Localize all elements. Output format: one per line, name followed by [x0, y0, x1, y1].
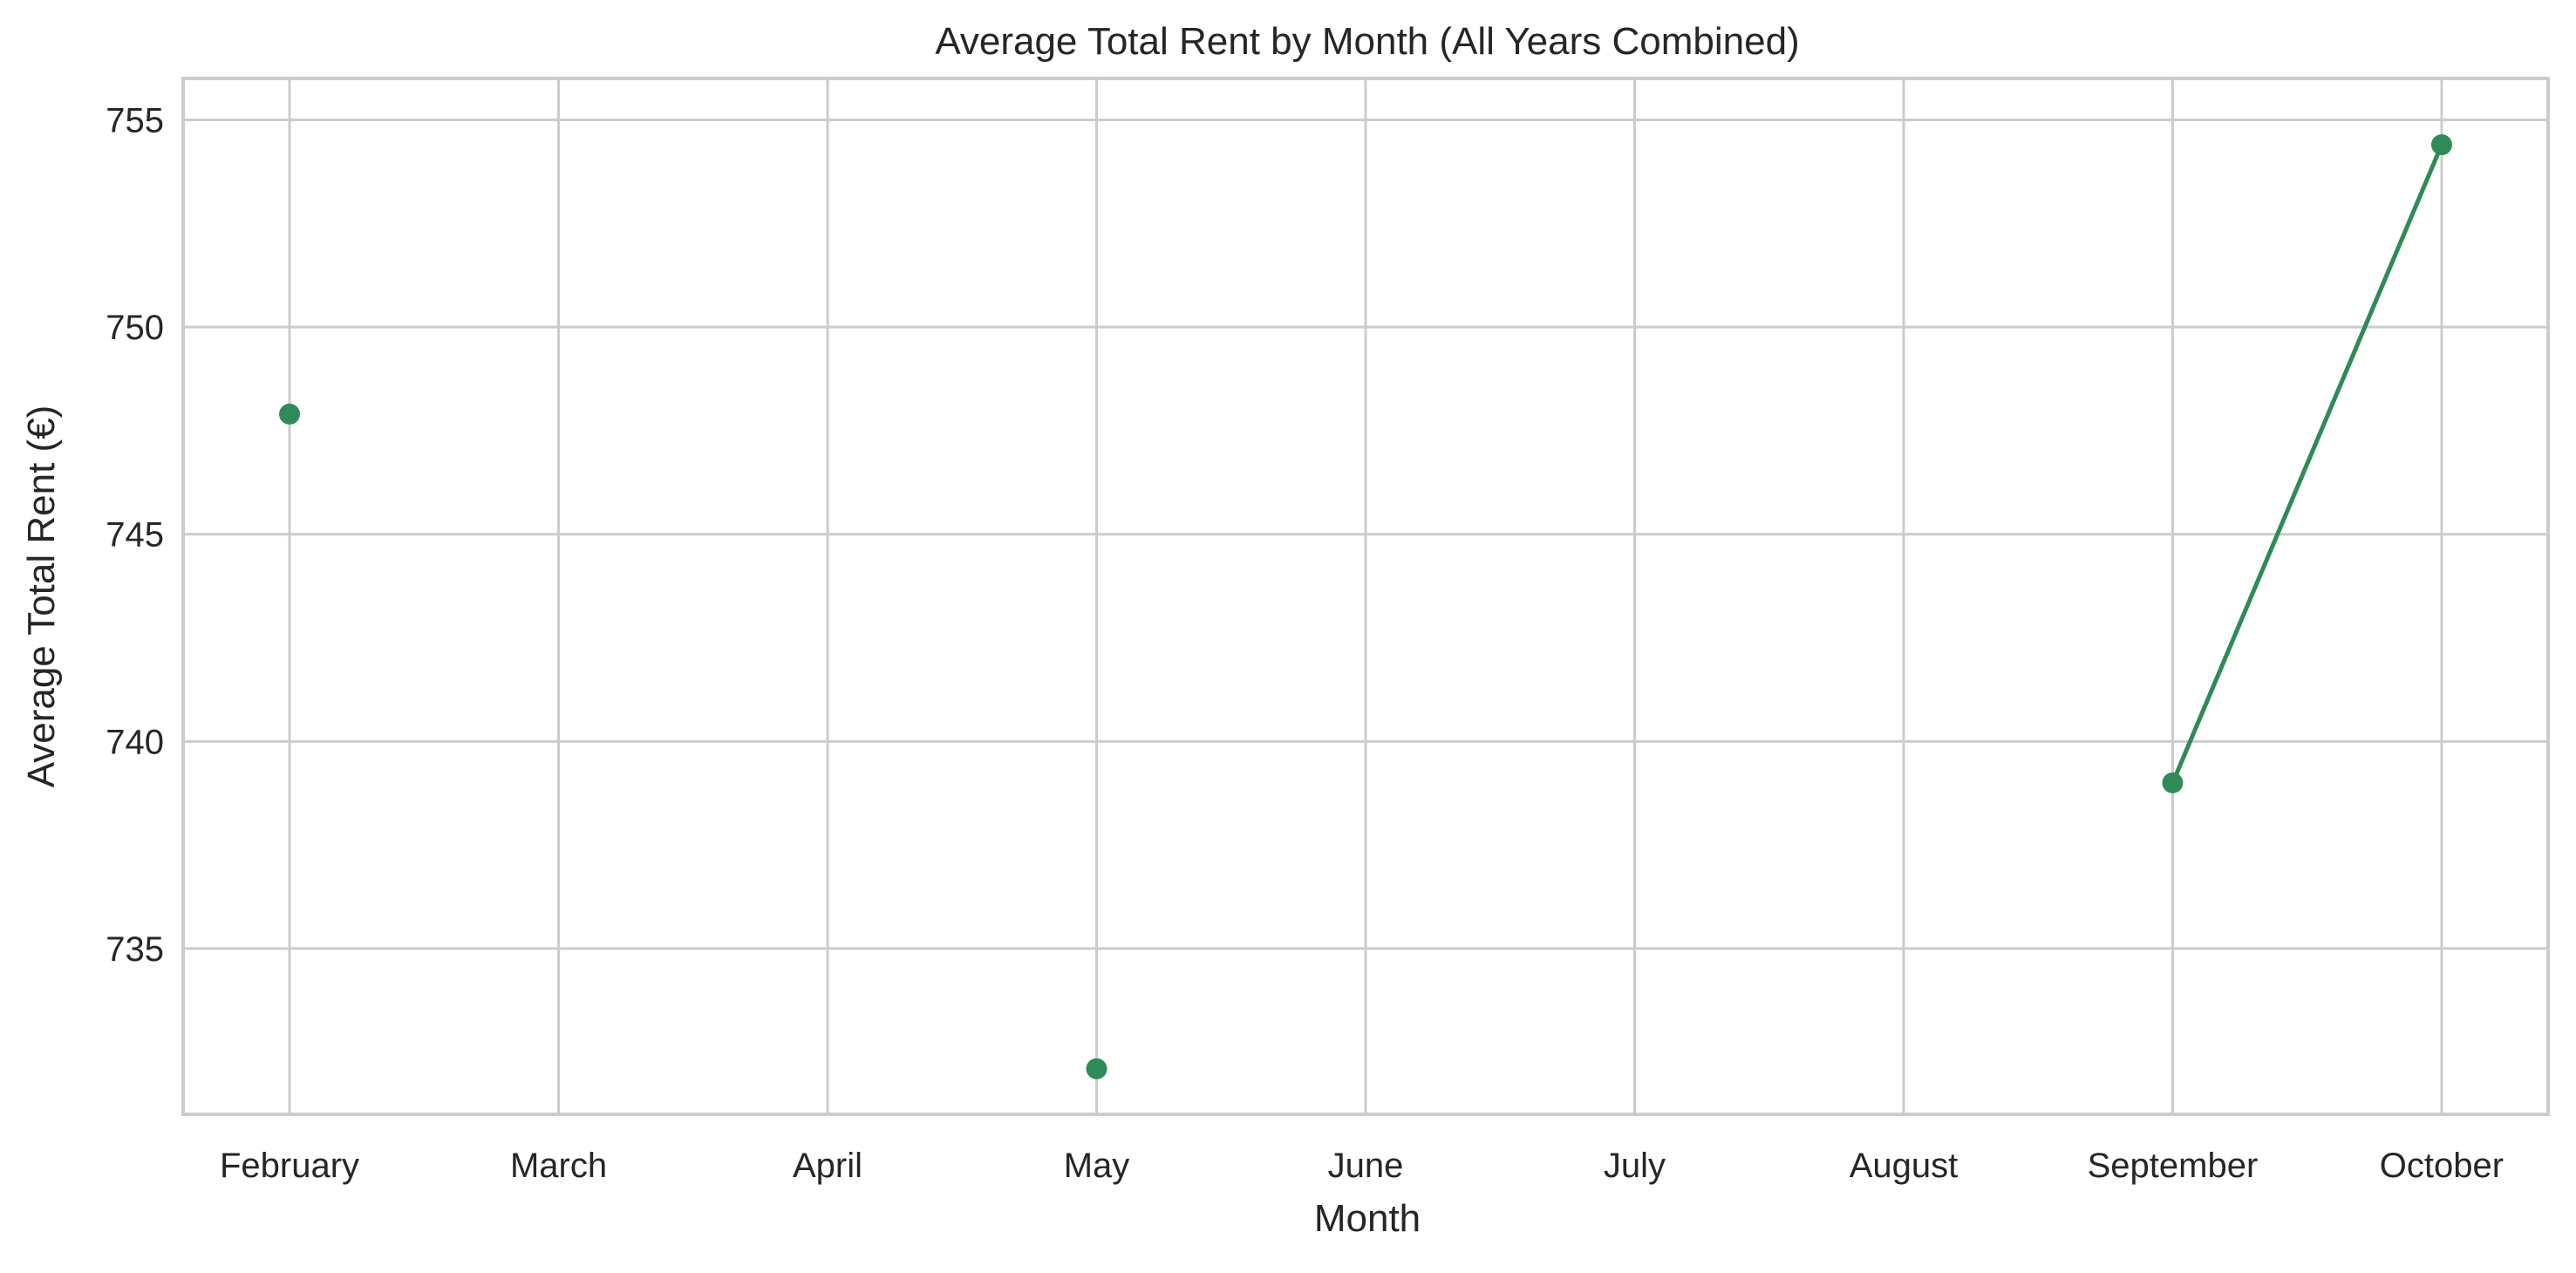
- data-point: [2430, 134, 2452, 156]
- series-layer: [279, 134, 2452, 1079]
- chart-title: Average Total Rent by Month (All Years C…: [935, 20, 1799, 63]
- data-point: [2162, 772, 2184, 793]
- data-point: [1086, 1058, 1107, 1079]
- x-tick-label: August: [1850, 1147, 1959, 1185]
- x-tick-label: July: [1604, 1147, 1666, 1185]
- y-tick-label: 755: [106, 102, 164, 140]
- y-tick-label: 745: [106, 516, 164, 555]
- x-axis-label: Month: [1314, 1197, 1421, 1240]
- y-tick-label: 740: [106, 723, 164, 761]
- gridlines: [183, 78, 2548, 1114]
- x-tick-label: June: [1328, 1147, 1404, 1185]
- y-tick-label: 750: [106, 309, 164, 347]
- x-tick-label: February: [220, 1147, 359, 1185]
- x-tick-label: September: [2088, 1147, 2259, 1185]
- series-line-segment: [2171, 144, 2444, 784]
- x-tick-label: May: [1064, 1147, 1130, 1185]
- plot-frame: [181, 77, 2550, 1116]
- x-tick-label: March: [510, 1147, 607, 1185]
- x-tick-label: April: [793, 1147, 862, 1185]
- y-axis-label: Average Total Rent (€): [20, 405, 63, 788]
- y-tick-labels: 735 740 745 750 755: [106, 102, 164, 969]
- x-tick-labels: February March April May June July August Septe…: [220, 1147, 2504, 1185]
- data-point: [279, 403, 301, 425]
- x-tick-label: October: [2380, 1147, 2504, 1185]
- y-tick-label: 735: [106, 930, 164, 969]
